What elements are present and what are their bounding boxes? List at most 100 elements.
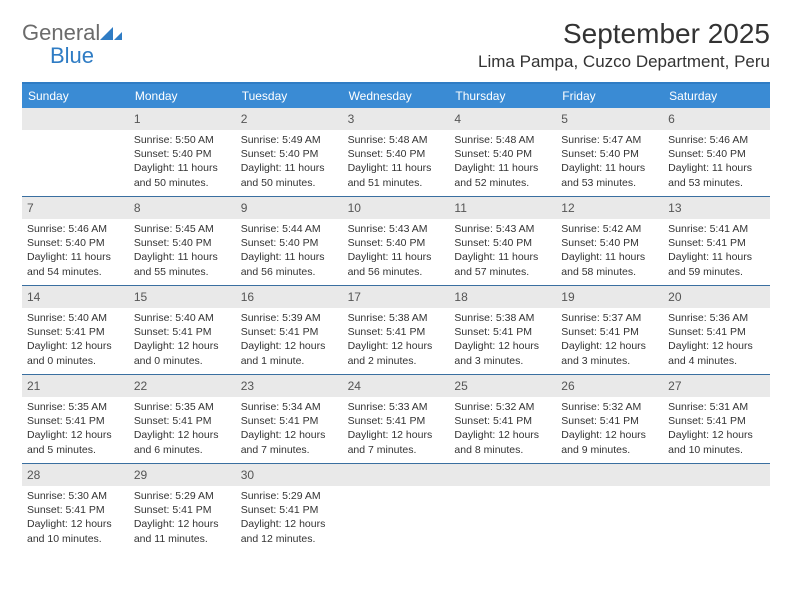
- daylight-text: and 56 minutes.: [241, 265, 338, 279]
- sunset-text: Sunset: 5:40 PM: [454, 147, 551, 161]
- daylight-text: Daylight: 11 hours: [27, 250, 124, 264]
- day-number: [561, 468, 564, 482]
- daylight-text: and 10 minutes.: [668, 443, 765, 457]
- sunrise-text: Sunrise: 5:44 AM: [241, 222, 338, 236]
- daylight-text: and 51 minutes.: [348, 176, 445, 190]
- daylight-text: and 11 minutes.: [134, 532, 231, 546]
- sunrise-text: Sunrise: 5:46 AM: [668, 133, 765, 147]
- day-info: Sunrise: 5:41 AMSunset: 5:41 PMDaylight:…: [668, 222, 765, 279]
- weekday-fri: Friday: [556, 84, 663, 108]
- day-info: Sunrise: 5:39 AMSunset: 5:41 PMDaylight:…: [241, 311, 338, 368]
- daynum-row: 7: [22, 197, 129, 219]
- day-number: 2: [241, 112, 248, 126]
- sunset-text: Sunset: 5:41 PM: [134, 503, 231, 517]
- daynum-row: 24: [343, 375, 450, 397]
- day-cell: 28Sunrise: 5:30 AMSunset: 5:41 PMDayligh…: [22, 464, 129, 552]
- daylight-text: and 5 minutes.: [27, 443, 124, 457]
- weeks-container: 1Sunrise: 5:50 AMSunset: 5:40 PMDaylight…: [22, 108, 770, 552]
- daylight-text: Daylight: 11 hours: [348, 250, 445, 264]
- sunset-text: Sunset: 5:41 PM: [241, 325, 338, 339]
- day-cell: 18Sunrise: 5:38 AMSunset: 5:41 PMDayligh…: [449, 286, 556, 374]
- day-cell: 13 Sunrise: 5:41 AMSunset: 5:41 PMDayligh…: [663, 197, 770, 285]
- daynum-row: 30: [236, 464, 343, 486]
- sunrise-text: Sunrise: 5:29 AM: [134, 489, 231, 503]
- daynum-row: 15: [129, 286, 236, 308]
- day-number: 15: [134, 290, 147, 304]
- daynum-row: [22, 108, 129, 130]
- daylight-text: and 10 minutes.: [27, 532, 124, 546]
- title-block: September 2025 Lima Pampa, Cuzco Departm…: [478, 18, 770, 72]
- sunrise-text: Sunrise: 5:49 AM: [241, 133, 338, 147]
- sunset-text: Sunset: 5:41 PM: [27, 414, 124, 428]
- daylight-text: Daylight: 11 hours: [241, 250, 338, 264]
- day-number: 28: [27, 468, 40, 482]
- week-row: 28 Sunrise: 5:30 AM Sunset: 5:41 PM Dayligh…: [22, 464, 770, 552]
- day-number: 13: [668, 201, 681, 215]
- day-number: 14: [27, 290, 40, 304]
- daynum-row: 22: [129, 375, 236, 397]
- day-info: Sunrise: 5:44 AMSunset: 5:40 PMDaylight:…: [241, 222, 338, 279]
- weekday-tue: Tuesday: [236, 84, 343, 108]
- daynum-row: 6: [663, 108, 770, 130]
- daylight-text: Daylight: 12 hours: [561, 428, 658, 442]
- daylight-text: Daylight: 12 hours: [668, 339, 765, 353]
- daylight-text: and 6 minutes.: [134, 443, 231, 457]
- daylight-text: Daylight: 11 hours: [668, 161, 765, 175]
- daynum-row: 4: [449, 108, 556, 130]
- daylight-text: Daylight: 12 hours: [241, 339, 338, 353]
- sunrise-text: Sunrise: 5:30 AM: [27, 489, 124, 503]
- day-number: 30: [241, 468, 254, 482]
- day-info: Sunrise: 5:33 AMSunset: 5:41 PMDaylight:…: [348, 400, 445, 457]
- day-cell: [22, 108, 129, 196]
- sunrise-text: Sunrise: 5:38 AM: [454, 311, 551, 325]
- daylight-text: Daylight: 11 hours: [454, 161, 551, 175]
- sunset-text: Sunset: 5:40 PM: [561, 236, 658, 250]
- daynum-row: [449, 464, 556, 486]
- day-cell: 27Sunrise: 5:31 AMSunset: 5:41 PMDayligh…: [663, 375, 770, 463]
- day-info: Sunrise: 5:38 AMSunset: 5:41 PMDaylight:…: [348, 311, 445, 368]
- daynum-row: 26: [556, 375, 663, 397]
- day-cell: 24 Sunrise: 5:33 AMSunset: 5:41 PMDayligh…: [343, 375, 450, 463]
- sunrise-text: Sunrise: 5:40 AM: [134, 311, 231, 325]
- day-cell: 21Sunrise: 5:35 AMSunset: 5:41 PMDayligh…: [22, 375, 129, 463]
- daylight-text: Daylight: 11 hours: [348, 161, 445, 175]
- day-number: 6: [668, 112, 675, 126]
- daynum-row: 23: [236, 375, 343, 397]
- daynum-row: 10: [343, 197, 450, 219]
- sunrise-text: Sunrise: 5:37 AM: [561, 311, 658, 325]
- day-number: 10: [348, 201, 361, 215]
- weekday-mon: Monday: [129, 84, 236, 108]
- day-info: Sunrise: 5:48 AMSunset: 5:40 PMDaylight:…: [454, 133, 551, 190]
- daylight-text: and 50 minutes.: [134, 176, 231, 190]
- day-info: Sunrise: 5:47 AMSunset: 5:40 PMDaylight:…: [561, 133, 658, 190]
- week-row: 21Sunrise: 5:35 AMSunset: 5:41 PMDayligh…: [22, 375, 770, 464]
- day-cell: 29Sunrise: 5:29 AMSunset: 5:41 PMDayligh…: [129, 464, 236, 552]
- logo-word2: Blue: [50, 43, 94, 68]
- daylight-text: and 2 minutes.: [348, 354, 445, 368]
- sunset-text: Sunset: 5:41 PM: [561, 325, 658, 339]
- day-cell: 6 Sunrise: 5:46 AMSunset: 5:40 PMDaylight…: [663, 108, 770, 196]
- day-info: Sunrise: 5:32 AMSunset: 5:41 PMDaylight:…: [454, 400, 551, 457]
- day-cell: 3Sunrise: 5:48 AMSunset: 5:40 PMDaylight…: [343, 108, 450, 196]
- sunset-text: Sunset: 5:40 PM: [454, 236, 551, 250]
- day-info: Sunrise: 5:46 AMSunset: 5:40 PMDaylight:…: [668, 133, 765, 190]
- daylight-text: Daylight: 12 hours: [27, 428, 124, 442]
- sunset-text: Sunset: 5:41 PM: [348, 325, 445, 339]
- day-info: Sunrise: 5:42 AMSunset: 5:40 PMDaylight:…: [561, 222, 658, 279]
- day-number: 12: [561, 201, 574, 215]
- daylight-text: and 56 minutes.: [348, 265, 445, 279]
- daynum-row: [343, 464, 450, 486]
- daylight-text: Daylight: 12 hours: [348, 428, 445, 442]
- day-cell: 16Sunrise: 5:39 AMSunset: 5:41 PMDayligh…: [236, 286, 343, 374]
- daylight-text: Daylight: 11 hours: [134, 250, 231, 264]
- day-cell: [343, 464, 450, 552]
- daylight-text: and 3 minutes.: [561, 354, 658, 368]
- day-info: Sunrise: 5:36 AMSunset: 5:41 PMDaylight:…: [668, 311, 765, 368]
- daylight-text: Daylight: 12 hours: [27, 517, 124, 531]
- day-info: Sunrise: 5:49 AMSunset: 5:40 PMDaylight:…: [241, 133, 338, 190]
- day-cell: [449, 464, 556, 552]
- logo: General Blue: [22, 22, 122, 68]
- day-cell: 23Sunrise: 5:34 AMSunset: 5:41 PMDayligh…: [236, 375, 343, 463]
- day-number: 3: [348, 112, 355, 126]
- weekday-sun: Sunday: [22, 84, 129, 108]
